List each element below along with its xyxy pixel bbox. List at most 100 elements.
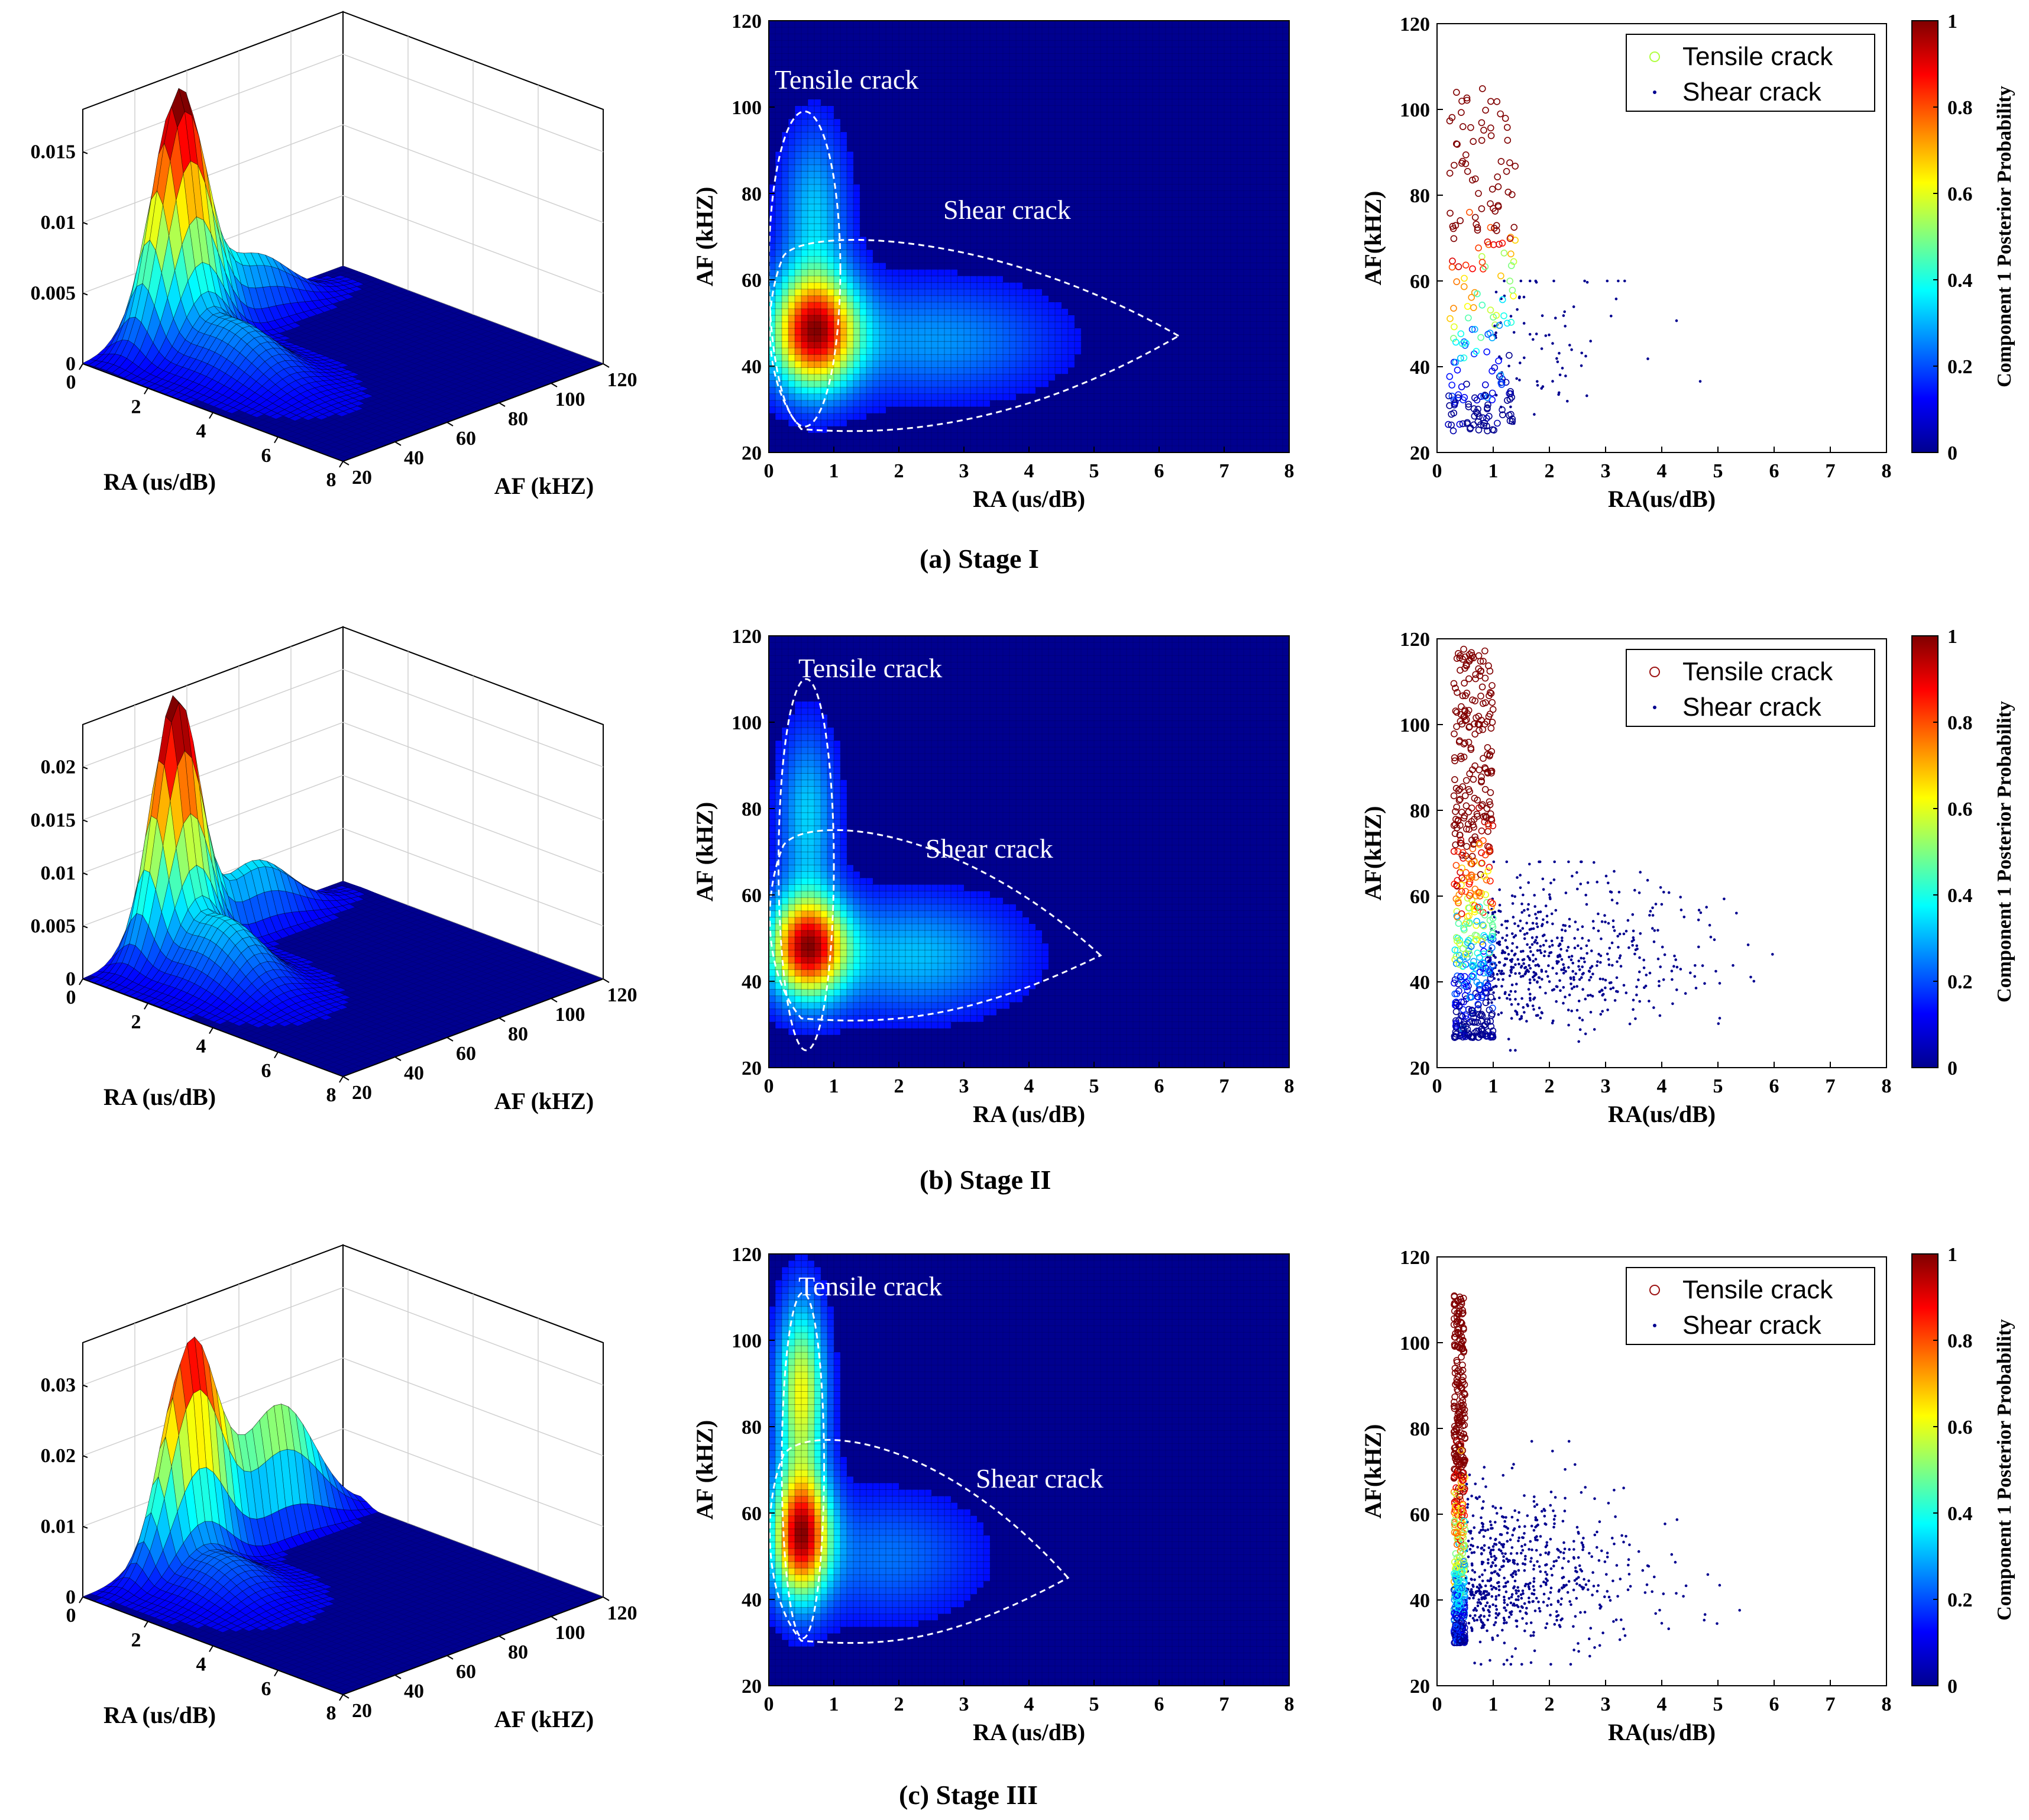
heatmap-cell [781, 243, 789, 250]
heatmap-cell [1054, 315, 1062, 322]
y-tick-label: 60 [1410, 271, 1430, 293]
heatmap-cell [781, 210, 789, 218]
heatmap-cell [1015, 387, 1023, 395]
scatter-y-label: AF(kHZ) [1360, 191, 1386, 286]
heatmap-cell [846, 289, 854, 296]
x-tick-label: 0 [1432, 460, 1442, 482]
heatmap-cell [775, 190, 782, 198]
heatmap-cell [872, 406, 880, 414]
y-tick-label: 40 [742, 356, 762, 378]
heatmap-cell [944, 315, 952, 322]
heatmap-cell [872, 373, 880, 382]
shear-point [1515, 377, 1518, 380]
heatmap-cell [879, 262, 886, 270]
heatmap-cell [866, 387, 873, 395]
heatmap-cell [963, 308, 971, 316]
heatmap-cell [989, 315, 997, 322]
heatmap-cell [963, 393, 971, 401]
heatmap-cell [846, 190, 854, 198]
heatmap-cell [827, 105, 834, 113]
heatmap-cell [996, 302, 1004, 309]
heatmap-cell [807, 256, 815, 264]
heatmap-cell [1035, 308, 1043, 316]
heatmap-cell [781, 302, 789, 309]
heatmap-cell [840, 243, 847, 250]
heatmap-cell [898, 321, 906, 329]
heatmap-cell [807, 282, 815, 290]
shear-point [1509, 315, 1513, 318]
heatmap-cell [1054, 328, 1062, 335]
heatmap-cell [989, 354, 997, 361]
heatmap-cell [781, 315, 789, 322]
heatmap-cell [794, 380, 802, 388]
heatmap-cell [788, 138, 795, 146]
heatmap-cell [892, 315, 899, 322]
colorbar-tick-label: 0 [1947, 442, 1957, 464]
heatmap-cell [807, 249, 815, 257]
shear-point [1572, 305, 1575, 308]
heatmap-cell [827, 118, 834, 126]
heatmap-cell [807, 289, 815, 296]
shear-point [1512, 331, 1516, 334]
heatmap-cell [924, 347, 932, 355]
shear-point [1535, 281, 1538, 284]
heatmap-cell [807, 125, 815, 132]
heatmap-cell [983, 315, 991, 322]
heatmap-cell [840, 151, 847, 159]
heatmap-cell [794, 347, 802, 355]
heatmap-cell [1048, 308, 1056, 316]
heatmap-cell [879, 321, 886, 329]
heatmap-cell [801, 197, 808, 205]
heatmap-y-label: AF (kHZ) [691, 187, 718, 287]
heatmap-cell [853, 341, 860, 348]
tensile-crack-label: Tensile crack [775, 64, 918, 95]
heatmap-cell [833, 321, 841, 329]
heatmap-cell [957, 380, 965, 388]
heatmap-cell [963, 367, 971, 375]
heatmap-cell [807, 308, 815, 316]
heatmap-cell [814, 223, 821, 231]
heatmap-cell [814, 177, 821, 185]
heatmap-cell [892, 302, 899, 309]
heatmap-cell [781, 144, 789, 152]
heatmap-cell [963, 373, 971, 382]
heatmap-cell [859, 315, 867, 322]
shear-point [1551, 342, 1554, 345]
heatmap-cell [989, 295, 997, 303]
heatmap-cell [768, 387, 776, 395]
shear-point [1557, 393, 1560, 396]
heatmap-cell [1015, 282, 1023, 290]
heatmap-cell [1028, 302, 1036, 309]
shear-point [1503, 279, 1506, 283]
heatmap-cell [820, 171, 828, 179]
heatmap-cell [775, 321, 782, 329]
shear-point [1564, 374, 1567, 377]
heatmap-cell [1009, 282, 1017, 290]
heatmap-cell [989, 289, 997, 296]
heatmap-cell [807, 262, 815, 270]
heatmap-cell [827, 269, 834, 277]
heatmap-cell [814, 419, 821, 427]
af-tick-mark [446, 422, 454, 426]
heatmap-cell [983, 367, 991, 375]
heatmap-cell [976, 276, 984, 283]
heatmap-cell [866, 373, 873, 382]
heatmap-cell [794, 151, 802, 159]
heatmap-cell [996, 354, 1004, 361]
heatmap-cell [859, 373, 867, 382]
gmm-scatter: 0 1 2 3 4 5 6 7 820406080100120RA(us/dB)AF(kHZ)T… [1360, 11, 2015, 512]
heatmap-cell [775, 223, 782, 231]
legend-shear-marker [1653, 90, 1656, 94]
heatmap-cell [814, 151, 821, 159]
heatmap-cell [1035, 302, 1043, 309]
heatmap-cell [918, 289, 925, 296]
heatmap-cell [859, 380, 867, 388]
x-tick-label: 3 [959, 460, 969, 482]
heatmap-cell [859, 334, 867, 342]
heatmap-cell [859, 256, 867, 264]
heatmap-cell [801, 302, 808, 309]
heatmap-cell [794, 387, 802, 395]
shear-point [1532, 338, 1535, 341]
heatmap-cell [807, 197, 815, 205]
